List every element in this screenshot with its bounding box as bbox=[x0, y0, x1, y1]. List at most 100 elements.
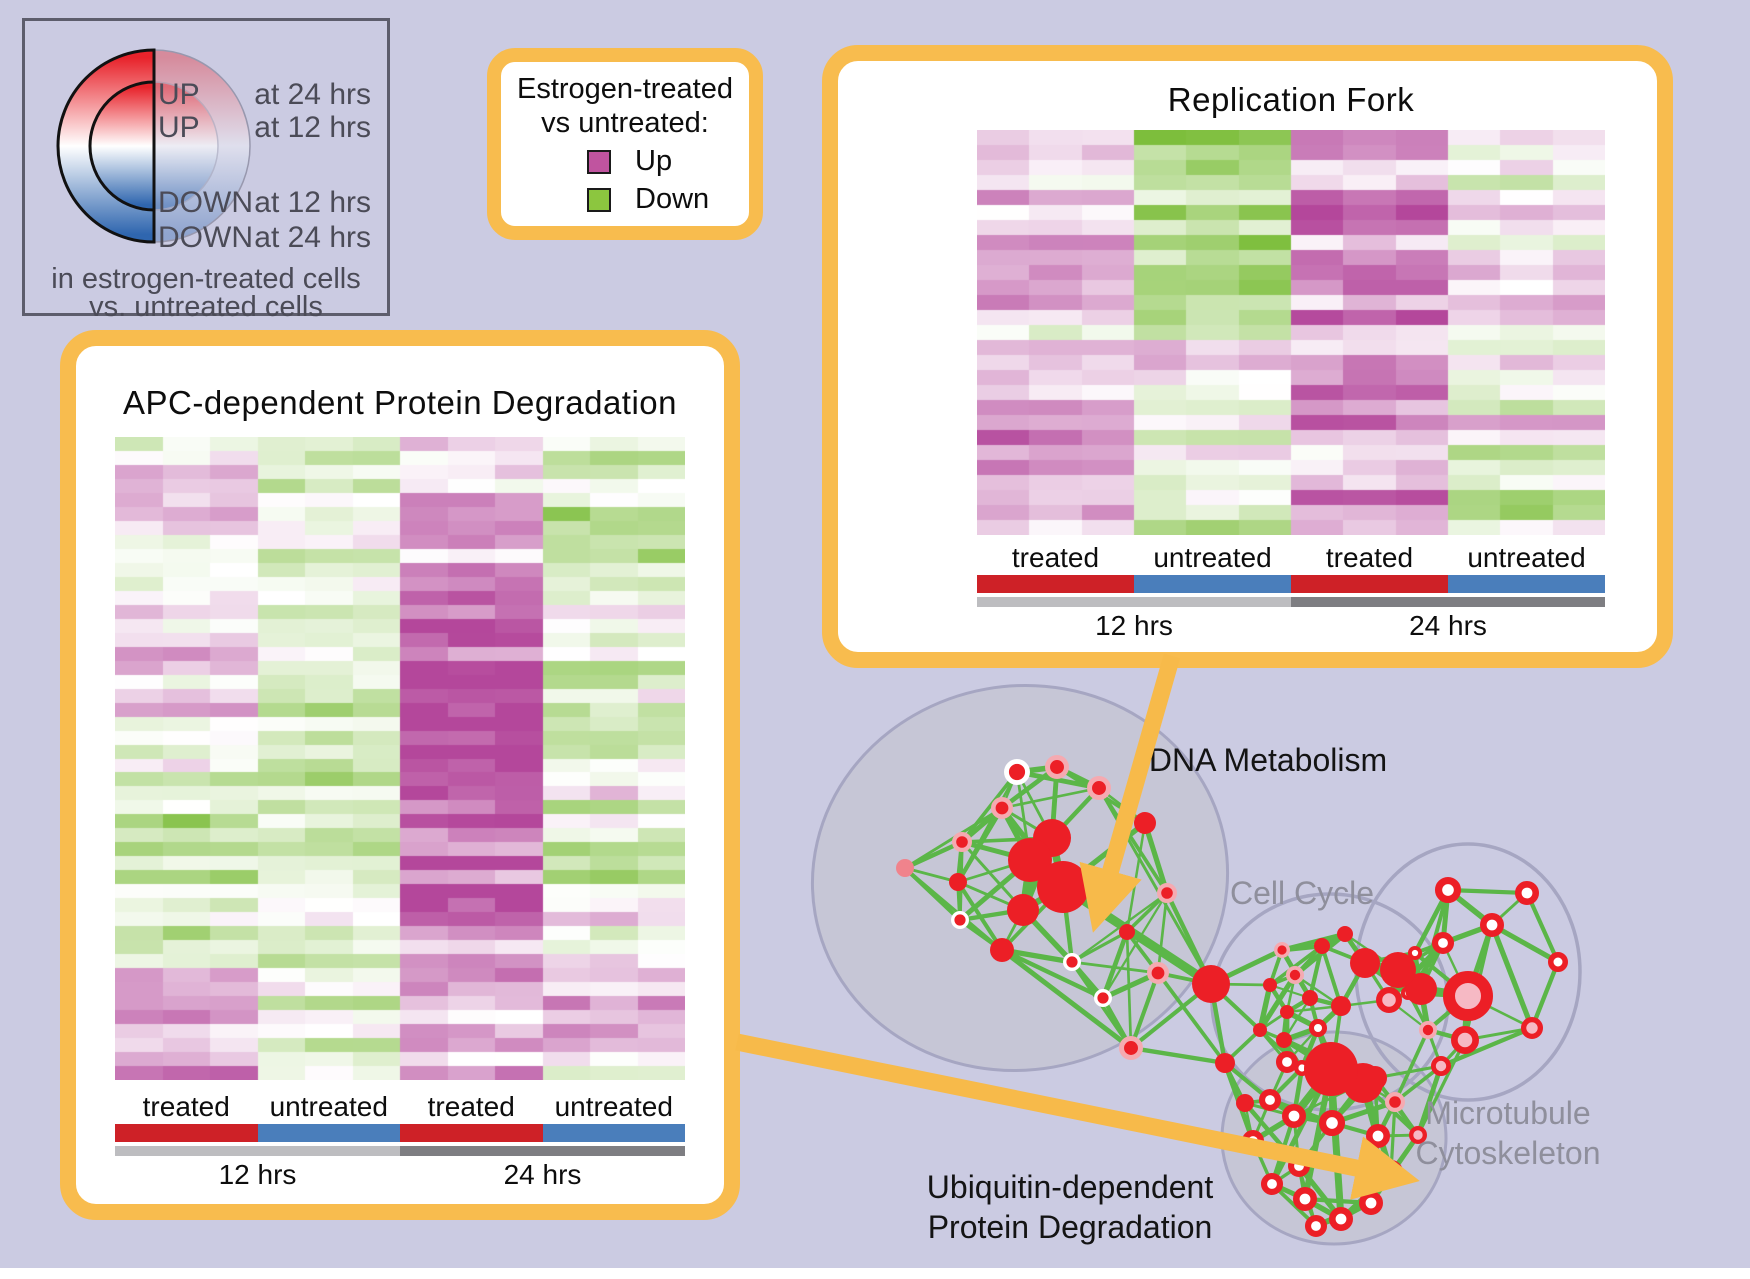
gene-node-dna bbox=[1063, 953, 1081, 971]
gene-node-cc bbox=[1285, 965, 1305, 985]
network-edge bbox=[904, 866, 1003, 952]
apc-panel-title: APC-dependent Protein Degradation bbox=[122, 384, 678, 421]
untreated-bar bbox=[1134, 575, 1291, 593]
gene-node-mt bbox=[1434, 876, 1462, 904]
condition-color-bars bbox=[977, 575, 1605, 593]
inner-ring-left-half bbox=[88, 80, 156, 212]
gene-node-cc bbox=[1304, 1042, 1358, 1096]
gene-node-dna bbox=[1004, 759, 1030, 785]
gene-node-ub bbox=[1241, 1129, 1265, 1153]
gene-node-dna bbox=[1215, 1053, 1235, 1073]
treated-bar bbox=[400, 1124, 543, 1142]
cluster-label-cell-cycle: Cell Cycle bbox=[1229, 875, 1375, 911]
gene-node-dna bbox=[1119, 924, 1135, 940]
cluster-label-line: Ubiquitin-dependent bbox=[926, 1169, 1214, 1205]
gene-node-cc bbox=[1263, 978, 1277, 992]
gene-node-ub bbox=[1287, 1154, 1311, 1178]
legend-item-label: Down bbox=[635, 183, 710, 215]
network-edge bbox=[1525, 892, 1560, 963]
legend-row-down-12: DOWN at 12 hrs bbox=[158, 186, 371, 219]
apc-degradation-panel: APC-dependent Protein Degradation treate… bbox=[60, 330, 740, 1220]
up-down-ring-diagram bbox=[56, 48, 251, 244]
cluster-label-line: Cytoskeleton bbox=[1415, 1135, 1601, 1171]
gene-node-ub bbox=[1304, 1214, 1328, 1238]
gene-node-dna bbox=[1094, 989, 1112, 1007]
gene-node-mt bbox=[1480, 912, 1505, 937]
gene-node-dna bbox=[896, 859, 914, 877]
legend-row-up-12: UP at 12 hrs bbox=[158, 111, 371, 144]
condition-color-bars bbox=[115, 1124, 685, 1142]
group-label-untreated-12: untreated bbox=[1153, 542, 1272, 573]
gene-node-dna bbox=[990, 938, 1014, 962]
network-edge bbox=[1393, 1029, 1430, 1103]
replication-fork-title: Replication Fork bbox=[1167, 81, 1415, 118]
gene-node-dna bbox=[1045, 755, 1069, 779]
bar-12hrs bbox=[977, 597, 1291, 607]
inner-ring-right-half bbox=[153, 81, 219, 211]
gene-node-mt bbox=[1431, 1056, 1452, 1077]
gene-node-ub bbox=[1379, 1160, 1404, 1185]
timepoint-labels: 12 hrs 24 hrs bbox=[115, 1158, 685, 1192]
network-edge bbox=[956, 880, 1004, 952]
gene-node-ub bbox=[1282, 1104, 1307, 1129]
legend-row-down-24: DOWN at 24 hrs bbox=[158, 221, 371, 254]
replication-fork-heatmap bbox=[977, 130, 1605, 535]
network-edge bbox=[1293, 932, 1347, 977]
gene-node-ub bbox=[1275, 1050, 1299, 1074]
group-label-untreated-12: untreated bbox=[269, 1091, 388, 1122]
gene-node-ub bbox=[1318, 1109, 1346, 1137]
group-label-treated-12: treated bbox=[1011, 542, 1100, 573]
label-12hrs: 12 hrs bbox=[1095, 610, 1173, 641]
group-label-treated-24: treated bbox=[427, 1091, 515, 1122]
legend-row-up-24: UP at 24 hrs bbox=[158, 78, 371, 111]
gene-node-dna bbox=[949, 873, 967, 891]
legend-item-down: Down bbox=[587, 183, 749, 216]
sample-group-labels: treated untreated treated untreated bbox=[977, 541, 1605, 575]
treated-bar bbox=[1291, 575, 1448, 593]
label-24hrs: 24 hrs bbox=[1409, 610, 1487, 641]
gene-node-cc bbox=[1308, 1018, 1328, 1038]
bar-24hrs bbox=[400, 1146, 685, 1156]
gene-node-mt bbox=[1407, 945, 1423, 961]
timepoint-bars bbox=[977, 597, 1605, 607]
bar-24hrs bbox=[1291, 597, 1605, 607]
gene-node-cc bbox=[1236, 1094, 1254, 1112]
gene-node-dna bbox=[1147, 962, 1169, 984]
network-edge bbox=[1257, 984, 1273, 1031]
gene-node-mt bbox=[1384, 1091, 1405, 1112]
network-edge bbox=[1001, 948, 1104, 1000]
gene-node-dna bbox=[1119, 1036, 1143, 1060]
timepoint-bars bbox=[115, 1146, 685, 1156]
untreated-bar bbox=[1448, 575, 1605, 593]
network-edge bbox=[1102, 892, 1168, 999]
network-edge bbox=[1489, 924, 1535, 1029]
cluster-label-ubiquitin-degradation: Ubiquitin-dependent Protein Degradation bbox=[927, 1167, 1213, 1247]
legend-item-up: Up bbox=[587, 145, 749, 178]
gene-node-dna bbox=[1008, 838, 1052, 882]
cluster-label-dna-metabolism: DNA Metabolism bbox=[1148, 742, 1388, 778]
gene-node-cc bbox=[1273, 941, 1291, 959]
network-edge bbox=[1257, 973, 1298, 1032]
gene-node-cc bbox=[1302, 990, 1318, 1006]
network-edge bbox=[1490, 922, 1560, 965]
network-edge bbox=[1281, 931, 1346, 953]
network-edge bbox=[1125, 931, 1133, 1049]
gene-node-mt bbox=[1431, 931, 1455, 955]
network-edge bbox=[1100, 931, 1130, 999]
gene-node-dna bbox=[1037, 861, 1089, 913]
gene-node-cc bbox=[1405, 973, 1437, 1005]
estrogen-color-legend: Estrogen-treated vs untreated: Up Down bbox=[487, 48, 763, 240]
network-edge bbox=[1529, 961, 1561, 1029]
gene-node-ub bbox=[1329, 1207, 1354, 1232]
gene-node-mt bbox=[1520, 1016, 1544, 1040]
gene-node-mt bbox=[1451, 1026, 1479, 1054]
gene-node-ub bbox=[1366, 1124, 1391, 1149]
gene-node-ub bbox=[1258, 1088, 1282, 1112]
gene-node-dna bbox=[1087, 776, 1111, 800]
gene-node-dna bbox=[1156, 882, 1177, 903]
cluster-label-line: Protein Degradation bbox=[927, 1209, 1213, 1245]
cluster-label-microtubule-cytoskeleton: Microtubule Cytoskeleton bbox=[1416, 1093, 1601, 1173]
network-edge bbox=[904, 866, 959, 884]
outer-ring-right-outline bbox=[153, 49, 251, 243]
gene-node-mt bbox=[1418, 1020, 1438, 1040]
